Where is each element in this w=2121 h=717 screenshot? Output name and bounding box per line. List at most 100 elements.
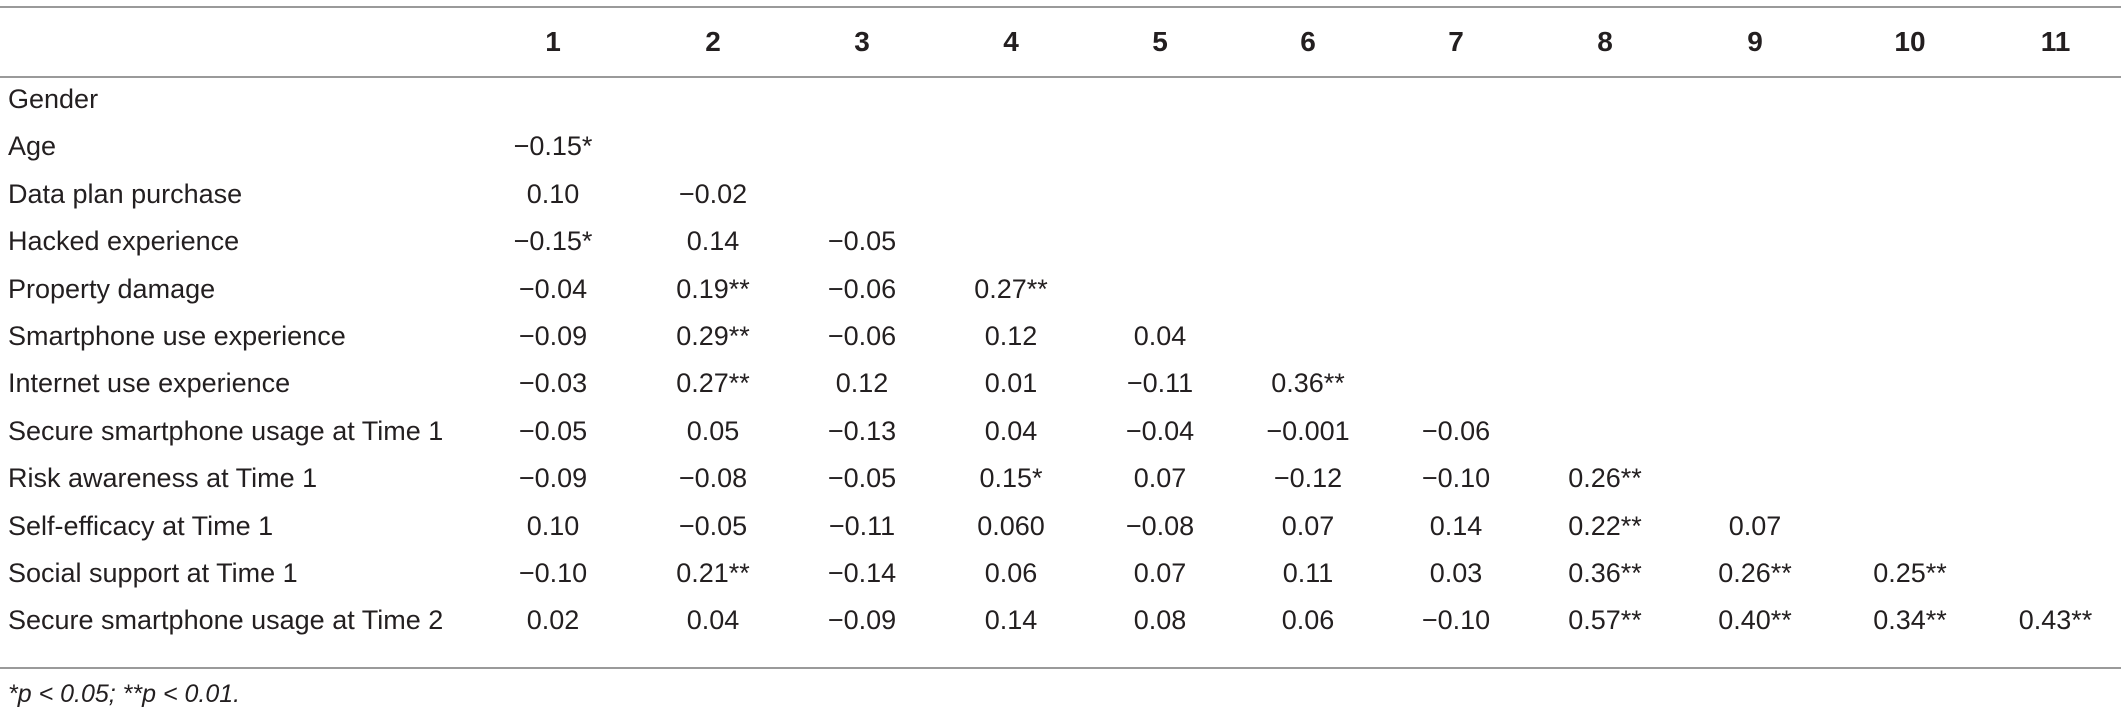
table-cell: 0.06: [1281, 605, 1335, 636]
table-cell: −0.06: [1421, 415, 1491, 446]
table-cell: [1234, 266, 1382, 313]
table-cell: 0.15*: [979, 463, 1043, 494]
table-cell: −0.001: [1266, 415, 1350, 446]
table-cell: [1680, 360, 1830, 407]
table-cell: [1530, 171, 1680, 218]
header-cell-col-6: 6: [1300, 26, 1316, 57]
table-cell: [1830, 171, 1990, 218]
table-cell: [1530, 123, 1680, 170]
row-label: Secure smartphone usage at Time 2: [8, 605, 444, 636]
table-row: Data plan purchase 0.10 −0.02: [0, 171, 2121, 218]
table-cell: −0.09: [827, 605, 897, 636]
table-cell: 0.10: [526, 178, 580, 209]
table-cell: 0.02: [526, 605, 580, 636]
table-cell: −0.11: [828, 510, 896, 541]
table-cell: [936, 218, 1086, 265]
table-cell: 0.10: [526, 510, 580, 541]
table-cell: 0.11: [1282, 558, 1334, 589]
table-cell: −0.05: [678, 510, 748, 541]
table-cell: [1830, 123, 1990, 170]
row-label: Age: [8, 131, 57, 162]
row-label: Risk awareness at Time 1: [8, 463, 318, 494]
table-cell: −0.04: [1125, 415, 1195, 446]
table-cell: [638, 76, 788, 123]
table-cell: [1530, 360, 1680, 407]
table-cell: −0.05: [518, 415, 588, 446]
table-bottom-rule: [0, 667, 2121, 669]
table-cell: [1530, 266, 1680, 313]
table-cell: −0.09: [518, 463, 588, 494]
header-row: 1 2 3 4 5 6 7 8 9 10 11: [0, 8, 2121, 76]
table-cell: [1382, 171, 1530, 218]
table-cell: [1680, 218, 1830, 265]
table-cell: −0.08: [678, 463, 748, 494]
table-cell: [1234, 171, 1382, 218]
table-row: Risk awareness at Time 1 −0.09 −0.08 −0.05 0…: [0, 455, 2121, 502]
table-cell: 0.07: [1728, 510, 1782, 541]
table-cell: 0.04: [1133, 321, 1187, 352]
table-header: 1 2 3 4 5 6 7 8 9 10 11: [0, 8, 2121, 76]
table-row: Secure smartphone usage at Time 2 0.02 0.0…: [0, 597, 2121, 644]
header-cell-col-3: 3: [854, 26, 870, 57]
table-cell: −0.02: [678, 178, 748, 209]
table-cell: [1680, 123, 1830, 170]
table-cell: [1530, 313, 1680, 360]
table-cell: 0.060: [977, 510, 1045, 541]
table-cell: 0.29**: [676, 321, 750, 352]
table-cell: [1234, 218, 1382, 265]
header-cell-col-9: 9: [1747, 26, 1763, 57]
table-cell: −0.13: [827, 415, 897, 446]
table-cell: [788, 171, 936, 218]
table-cell: [1680, 408, 1830, 455]
row-label: Data plan purchase: [8, 178, 243, 209]
table-cell: [1680, 455, 1830, 502]
table-cell: [1382, 218, 1530, 265]
row-label: Gender: [8, 84, 99, 114]
table-cell: 0.06: [984, 558, 1038, 589]
header-cell-col-8: 8: [1597, 26, 1613, 57]
table-cell: [1830, 455, 1990, 502]
table-cell: −0.15*: [513, 226, 593, 257]
table-cell: 0.14: [686, 226, 740, 257]
table-cell: [1990, 266, 2121, 313]
table-cell: [1530, 408, 1680, 455]
table-cell: [1530, 76, 1680, 123]
table-cell: 0.14: [1429, 510, 1483, 541]
table-cell: [1382, 123, 1530, 170]
table-row: Smartphone use experience −0.09 0.29** −0.0…: [0, 313, 2121, 360]
table-footnote: *p < 0.05; **p < 0.01.: [8, 680, 241, 708]
table-cell: [936, 171, 1086, 218]
table-cell: [468, 76, 638, 123]
table-row: Hacked experience −0.15* 0.14 −0.05: [0, 218, 2121, 265]
table-cell: 0.43**: [2018, 605, 2093, 636]
table-cell: 0.27**: [676, 368, 750, 399]
table-row: Internet use experience −0.03 0.27** 0.12 0.…: [0, 360, 2121, 407]
table-cell: [788, 123, 936, 170]
table-cell: 0.04: [984, 415, 1038, 446]
table-cell: [1086, 76, 1234, 123]
table-cell: [1086, 266, 1234, 313]
table-cell: 0.12: [835, 368, 889, 399]
table-cell: [1234, 76, 1382, 123]
table-cell: [1086, 123, 1234, 170]
table-cell: 0.36**: [1568, 558, 1642, 589]
table-body: Gender Age −0.15* Data plan purchase 0.10 −0.…: [0, 76, 2121, 645]
table-cell: [1990, 76, 2121, 123]
table-cell: [1990, 218, 2121, 265]
row-label: Social support at Time 1: [8, 558, 298, 589]
header-cell-col-11: 11: [2040, 26, 2071, 57]
correlation-table: 1 2 3 4 5 6 7 8 9 10 11 Gender Age −0.15* Data plan p…: [0, 8, 2121, 645]
table-cell: [1990, 123, 2121, 170]
table-cell: [1234, 123, 1382, 170]
table-cell: [1990, 503, 2121, 550]
table-cell: −0.10: [518, 558, 588, 589]
header-cell-col-2: 2: [705, 26, 721, 57]
table-cell: 0.04: [686, 605, 740, 636]
table-cell: 0.14: [984, 605, 1038, 636]
table-cell: [1990, 550, 2121, 597]
table-cell: 0.03: [1429, 558, 1483, 589]
table-cell: 0.08: [1133, 605, 1187, 636]
table-cell: [1680, 313, 1830, 360]
row-label: Smartphone use experience: [8, 321, 346, 352]
